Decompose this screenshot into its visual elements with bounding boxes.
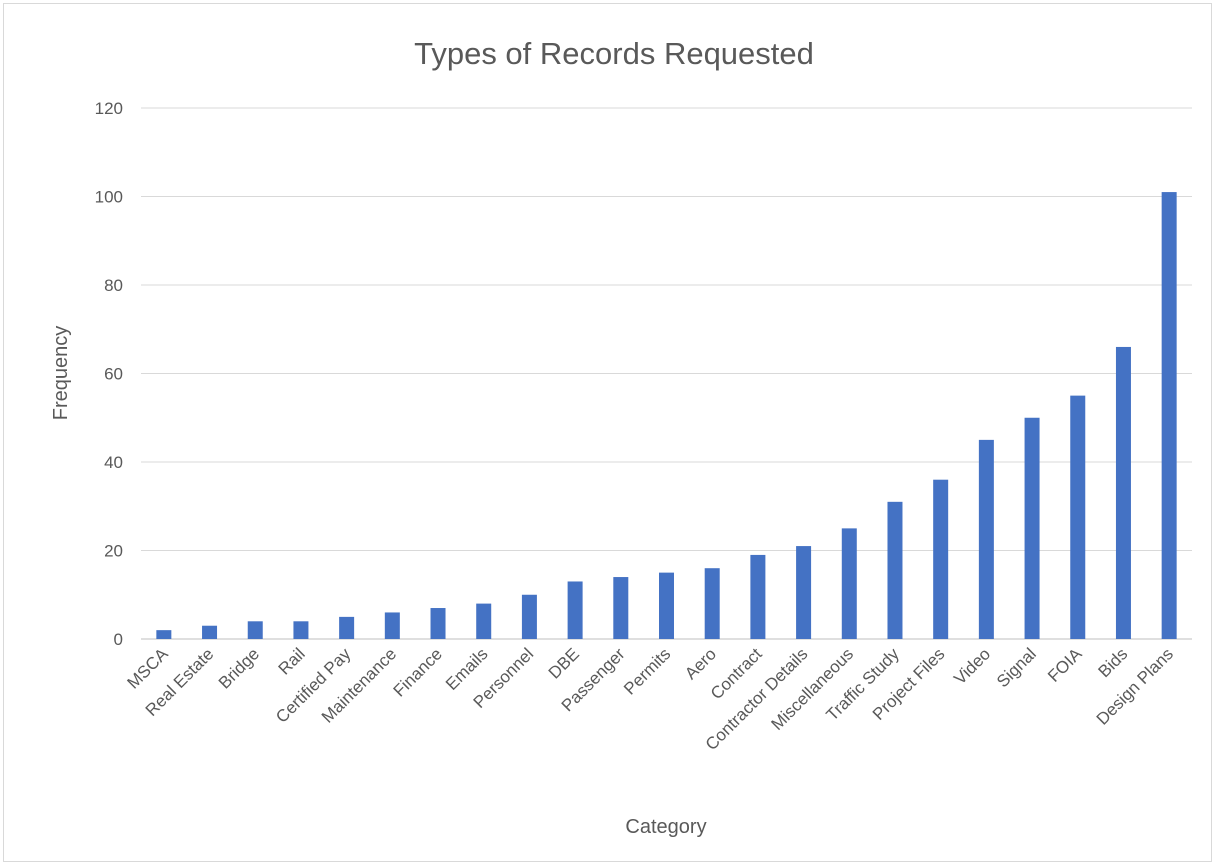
y-axis-label: Frequency [50,326,72,421]
bar [704,568,720,639]
x-tick-label: Signal [993,644,1040,691]
y-tick-label: 0 [114,630,123,649]
bar [521,594,537,639]
x-axis-label: Category [625,816,706,838]
bar [841,528,857,639]
bar [659,572,674,639]
x-tick-label: Permits [620,644,674,698]
y-tick-label: 80 [104,276,123,295]
bar [750,554,766,639]
y-tick-labels: 0 20 40 60 80 100 120 [95,99,123,649]
bar [1161,192,1177,639]
bar [430,608,446,639]
bar [384,612,400,639]
bar [978,439,994,639]
y-tick-label: 20 [104,542,123,561]
x-tick-label: Aero [681,644,720,683]
x-tick-label: Bridge [215,644,263,692]
bar [247,621,263,639]
chart-frame [3,3,1212,862]
y-tick-label: 120 [95,99,123,118]
gridlines [141,107,1192,640]
bar [339,616,355,639]
bar [1115,346,1131,639]
chart-title: Types of Records Requested [414,36,814,71]
y-tick-label: 100 [95,188,123,207]
bar [1070,395,1086,639]
bar [887,501,903,639]
bar [1024,417,1040,639]
bar [796,546,812,639]
y-tick-label: 60 [104,365,123,384]
x-tick-label: Finance [390,644,446,700]
bar [476,603,492,639]
x-tick-label: Video [950,644,994,688]
bar [156,630,172,639]
x-tick-label: FOIA [1044,644,1086,686]
x-tick-label: Rail [275,644,309,678]
x-tick-label: Bids [1094,644,1131,681]
bar [202,625,218,639]
x-tick-label: DBE [545,644,583,682]
bar [293,621,309,639]
y-tick-label: 40 [104,453,123,472]
bar [613,577,629,639]
bars [156,192,1177,639]
bar [567,581,583,639]
bar [933,479,949,639]
